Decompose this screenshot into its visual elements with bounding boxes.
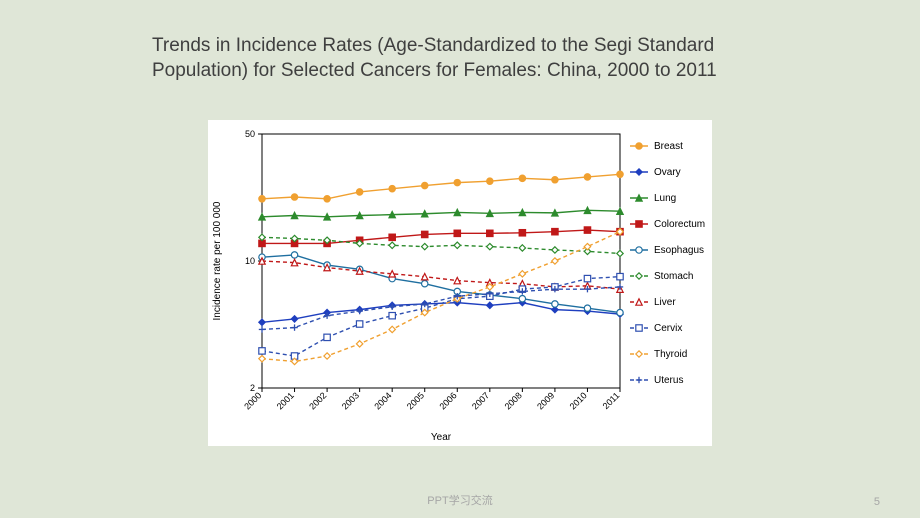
svg-text:50: 50 xyxy=(245,129,255,139)
svg-text:10: 10 xyxy=(245,256,255,266)
svg-text:2005: 2005 xyxy=(405,390,426,411)
svg-text:Liver: Liver xyxy=(654,297,676,308)
svg-text:2010: 2010 xyxy=(568,390,589,411)
svg-text:2007: 2007 xyxy=(470,390,491,411)
svg-text:Lung: Lung xyxy=(654,193,676,204)
svg-text:2009: 2009 xyxy=(535,390,556,411)
svg-text:Esophagus: Esophagus xyxy=(654,245,704,256)
chart-container: 21050Incidence rate per 100 000200020012… xyxy=(208,120,712,446)
svg-text:Incidence rate per 100 000: Incidence rate per 100 000 xyxy=(212,201,223,320)
svg-text:2008: 2008 xyxy=(503,390,524,411)
chart-title: Trends in Incidence Rates (Age-Standardi… xyxy=(152,34,792,83)
slide: Trends in Incidence Rates (Age-Standardi… xyxy=(0,0,920,518)
svg-text:Colorectum: Colorectum xyxy=(654,219,705,230)
svg-text:2000: 2000 xyxy=(242,390,263,411)
footer-text: PPT学习交流 xyxy=(0,492,920,508)
svg-text:2006: 2006 xyxy=(437,390,458,411)
svg-text:Thyroid: Thyroid xyxy=(654,349,687,360)
page-number: 5 xyxy=(874,496,880,508)
line-chart: 21050Incidence rate per 100 000200020012… xyxy=(208,120,712,446)
svg-text:2011: 2011 xyxy=(601,390,622,411)
svg-text:Ovary: Ovary xyxy=(654,167,681,178)
svg-text:2002: 2002 xyxy=(307,390,328,411)
svg-text:Breast: Breast xyxy=(654,141,683,152)
svg-text:2004: 2004 xyxy=(372,390,393,411)
svg-text:2001: 2001 xyxy=(275,390,296,411)
svg-text:Cervix: Cervix xyxy=(654,323,682,334)
svg-text:Stomach: Stomach xyxy=(654,271,693,282)
svg-text:2003: 2003 xyxy=(340,390,361,411)
svg-text:Year: Year xyxy=(431,432,452,443)
svg-text:Uterus: Uterus xyxy=(654,375,683,386)
